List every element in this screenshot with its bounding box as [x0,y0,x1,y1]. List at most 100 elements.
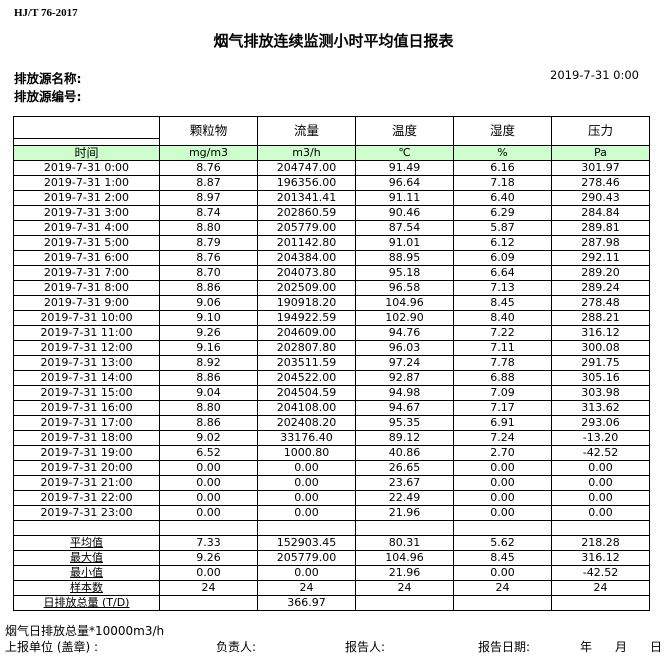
value-cell: 289.81 [551,220,650,236]
table-row: 2019-7-31 7:00 8.70 204073.80 95.18 6.64 289.… [13,265,650,281]
stat-label-text: 样本数 [70,581,103,595]
value-cell: 9.06 [159,295,258,311]
value-cell: 88.95 [355,250,454,266]
footer-note: 烟气日排放总量*10000m3/h [5,624,165,638]
table-row: 2019-7-31 15:00 9.04 204504.59 94.98 7.09 303… [13,385,650,401]
value-cell: 6.91 [453,415,552,431]
month-label: 月 [615,640,628,654]
table-row: 2019-7-31 10:00 9.10 194922.59 102.90 8.40 28… [13,310,650,326]
value-cell: 313.62 [551,400,650,416]
value-cell: 202408.20 [257,415,356,431]
day-label: 日 [650,640,663,654]
table-row: 2019-7-31 5:00 8.79 201142.80 91.01 6.12 287.… [13,235,650,251]
value-cell: 0.00 [257,490,356,506]
table-row: 2019-7-31 17:00 8.86 202408.20 95.35 6.91 293… [13,415,650,431]
empty-cell [13,520,160,536]
value-cell: 97.24 [355,355,454,371]
value-cell: 194922.59 [257,310,356,326]
value-cell: 6.52 [159,445,258,461]
value-cell: 91.01 [355,235,454,251]
value-cell: 9.26 [159,325,258,341]
unit-row: 时间 mg/m3 m3/h ℃ % Pa [13,145,650,161]
stats-row: 日排放总量 (T/D) 366.97 [13,595,650,611]
value-cell: 204747.00 [257,160,356,176]
table-row: 2019-7-31 3:00 8.74 202860.59 90.46 6.29 284.… [13,205,650,221]
table-row: 2019-7-31 18:00 9.02 33176.40 89.12 7.24 -13.… [13,430,650,446]
value-cell: 7.13 [453,280,552,296]
empty-cell [257,520,356,536]
year-label: 年 [580,640,593,654]
stat-label-text: 最小值 [70,566,103,580]
value-cell: 8.79 [159,235,258,251]
table-row: 2019-7-31 22:00 0.00 0.00 22.49 0.00 0.00 [13,490,650,506]
value-cell: 0.00 [551,490,650,506]
empty-cell [355,520,454,536]
value-cell: 7.24 [453,430,552,446]
time-cell: 2019-7-31 15:00 [13,385,160,401]
time-cell: 2019-7-31 8:00 [13,280,160,296]
value-cell: 6.09 [453,250,552,266]
table-row: 2019-7-31 12:00 9.16 202807.80 96.03 7.11 300… [13,340,650,356]
value-cell: 0.00 [257,505,356,521]
value-cell: 7.22 [453,325,552,341]
value-cell: 202860.59 [257,205,356,221]
stat-value: 24 [355,580,454,596]
table-row: 2019-7-31 20:00 0.00 0.00 26.65 0.00 0.00 [13,460,650,476]
value-cell: 102.90 [355,310,454,326]
value-cell: 0.00 [257,475,356,491]
column-header: 颗粒物 [159,116,258,146]
value-cell: 92.87 [355,370,454,386]
value-cell: 6.29 [453,205,552,221]
value-cell: 205779.00 [257,220,356,236]
value-cell: 204504.59 [257,385,356,401]
time-cell: 2019-7-31 9:00 [13,295,160,311]
value-cell: 7.78 [453,355,552,371]
value-cell: 9.02 [159,430,258,446]
value-cell: 204522.00 [257,370,356,386]
value-cell: 201341.41 [257,190,356,206]
value-cell: 21.96 [355,505,454,521]
stat-value: 24 [159,580,258,596]
value-cell: 94.98 [355,385,454,401]
value-cell: 284.84 [551,205,650,221]
value-cell: 204384.00 [257,250,356,266]
value-cell: 33176.40 [257,430,356,446]
value-cell: 202807.80 [257,340,356,356]
unit-cell: Pa [551,145,650,161]
time-cell: 2019-7-31 10:00 [13,310,160,326]
value-cell: 6.16 [453,160,552,176]
value-cell: 91.49 [355,160,454,176]
value-cell: 7.11 [453,340,552,356]
time-cell: 2019-7-31 20:00 [13,460,160,476]
value-cell: 8.86 [159,415,258,431]
value-cell: 8.70 [159,265,258,281]
stat-value [551,595,650,611]
reporter-label: 报告人: [345,640,386,654]
value-cell: 300.08 [551,340,650,356]
reporting-unit-label: 上报单位 (盖章) : [5,640,99,654]
value-cell: 0.00 [551,475,650,491]
value-cell: 287.98 [551,235,650,251]
value-cell: 91.11 [355,190,454,206]
value-cell: 8.87 [159,175,258,191]
value-cell: 7.18 [453,175,552,191]
value-cell: 291.75 [551,355,650,371]
value-cell: 0.00 [551,505,650,521]
unit-cell: % [453,145,552,161]
stat-value: 80.31 [355,535,454,551]
stat-value: 5.62 [453,535,552,551]
value-cell: 204108.00 [257,400,356,416]
time-cell: 2019-7-31 1:00 [13,175,160,191]
stat-label: 最小值 [13,565,160,581]
stat-value: 366.97 [257,595,356,611]
value-cell: 8.76 [159,250,258,266]
stat-value: 152903.45 [257,535,356,551]
value-cell: 190918.20 [257,295,356,311]
time-cell: 2019-7-31 5:00 [13,235,160,251]
value-cell: 9.04 [159,385,258,401]
value-cell: 104.96 [355,295,454,311]
time-cell: 2019-7-31 12:00 [13,340,160,356]
value-cell: 6.12 [453,235,552,251]
value-cell: 0.00 [551,460,650,476]
time-cell: 2019-7-31 22:00 [13,490,160,506]
